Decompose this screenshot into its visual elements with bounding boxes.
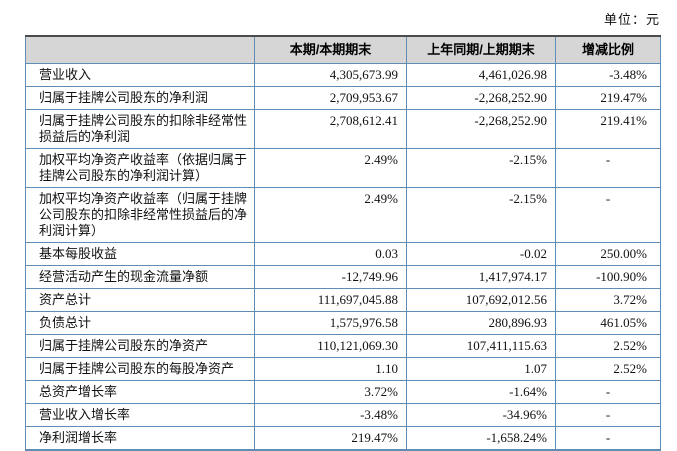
- prior-period-cell: 1.07: [406, 357, 556, 381]
- column-header-prior-period: 上年同期/上期期末: [406, 35, 556, 64]
- change-ratio-cell: 461.05%: [555, 311, 661, 335]
- table-row: 营业收入 4,305,673.99 4,461,026.98 -3.48%: [25, 63, 661, 87]
- prior-period-cell: -1.64%: [406, 380, 556, 404]
- prior-period-cell: 1,417,974.17: [406, 265, 556, 289]
- column-header-metric: [25, 35, 255, 64]
- column-header-change-ratio: 增减比例: [555, 35, 661, 64]
- prior-period-cell: 280,896.93: [406, 311, 556, 335]
- table-row: 归属于挂牌公司股东的每股净资产 1.10 1.07 2.52%: [25, 357, 661, 381]
- table-row: 归属于挂牌公司股东的净资产 110,121,069.30 107,411,115.6…: [25, 334, 661, 358]
- prior-period-cell: -1,658.24%: [406, 426, 556, 451]
- current-period-cell: 2.49%: [254, 148, 407, 188]
- table-row: 归属于挂牌公司股东的净利润 2,709,953.67 -2,268,252.90 21…: [25, 86, 661, 110]
- current-period-cell: -3.48%: [254, 403, 407, 427]
- change-ratio-cell: -3.48%: [555, 63, 661, 87]
- row-label-cell: 加权平均净资产收益率（依据归属于挂牌公司股东的净利润计算）: [25, 148, 255, 188]
- table-row: 总资产增长率 3.72% -1.64% -: [25, 380, 661, 404]
- table-row: 经营活动产生的现金流量净额 -12,749.96 1,417,974.17 -100.…: [25, 265, 661, 289]
- table-row: 净利润增长率 219.47% -1,658.24% -: [25, 426, 661, 451]
- row-label-cell: 资产总计: [25, 288, 255, 312]
- table-row: 归属于挂牌公司股东的扣除非经常性损益后的净利润 2,708,612.41 -2,26…: [25, 109, 661, 149]
- prior-period-cell: -0.02: [406, 242, 556, 266]
- change-ratio-cell: 250.00%: [555, 242, 661, 266]
- current-period-cell: 1.10: [254, 357, 407, 381]
- current-period-cell: 110,121,069.30: [254, 334, 407, 358]
- current-period-cell: 2.49%: [254, 187, 407, 243]
- change-ratio-cell: -: [555, 403, 661, 427]
- column-header-current-period: 本期/本期期末: [254, 35, 407, 64]
- table-row: 加权平均净资产收益率（归属于挂牌公司股东的扣除非经常性损益后的净利润计算） 2.4…: [25, 187, 661, 243]
- change-ratio-cell: -: [555, 380, 661, 404]
- current-period-cell: 1,575,976.58: [254, 311, 407, 335]
- current-period-cell: 219.47%: [254, 426, 407, 451]
- row-label-cell: 负债总计: [25, 311, 255, 335]
- change-ratio-cell: 3.72%: [555, 288, 661, 312]
- table-row: 负债总计 1,575,976.58 280,896.93 461.05%: [25, 311, 661, 335]
- change-ratio-cell: -: [555, 187, 661, 243]
- current-period-cell: 111,697,045.88: [254, 288, 407, 312]
- prior-period-cell: -2.15%: [406, 187, 556, 243]
- current-period-cell: 0.03: [254, 242, 407, 266]
- current-period-cell: 2,708,612.41: [254, 109, 407, 149]
- current-period-cell: 3.72%: [254, 380, 407, 404]
- row-label-cell: 归属于挂牌公司股东的净资产: [25, 334, 255, 358]
- prior-period-cell: 107,411,115.63: [406, 334, 556, 358]
- row-label-cell: 营业收入增长率: [25, 403, 255, 427]
- change-ratio-cell: 2.52%: [555, 334, 661, 358]
- prior-period-cell: 4,461,026.98: [406, 63, 556, 87]
- table-row: 基本每股收益 0.03 -0.02 250.00%: [25, 242, 661, 266]
- change-ratio-cell: 219.41%: [555, 109, 661, 149]
- prior-period-cell: -2,268,252.90: [406, 109, 556, 149]
- row-label-cell: 营业收入: [25, 63, 255, 87]
- prior-period-cell: 107,692,012.56: [406, 288, 556, 312]
- change-ratio-cell: -: [555, 426, 661, 451]
- financial-summary-table: 本期/本期期末 上年同期/上期期末 增减比例 营业收入 4,305,673.99 4…: [25, 35, 661, 451]
- current-period-cell: 4,305,673.99: [254, 63, 407, 87]
- prior-period-cell: -2,268,252.90: [406, 86, 556, 110]
- table-row: 营业收入增长率 -3.48% -34.96% -: [25, 403, 661, 427]
- prior-period-cell: -2.15%: [406, 148, 556, 188]
- row-label-cell: 总资产增长率: [25, 380, 255, 404]
- header-row: 本期/本期期末 上年同期/上期期末 增减比例: [25, 35, 661, 64]
- row-label-cell: 归属于挂牌公司股东的每股净资产: [25, 357, 255, 381]
- current-period-cell: 2,709,953.67: [254, 86, 407, 110]
- table-row: 加权平均净资产收益率（依据归属于挂牌公司股东的净利润计算） 2.49% -2.15%…: [25, 148, 661, 188]
- row-label-cell: 净利润增长率: [25, 426, 255, 451]
- current-period-cell: -12,749.96: [254, 265, 407, 289]
- row-label-cell: 归属于挂牌公司股东的净利润: [25, 86, 255, 110]
- table-row: 资产总计 111,697,045.88 107,692,012.56 3.72%: [25, 288, 661, 312]
- row-label-cell: 经营活动产生的现金流量净额: [25, 265, 255, 289]
- row-label-cell: 基本每股收益: [25, 242, 255, 266]
- change-ratio-cell: 2.52%: [555, 357, 661, 381]
- prior-period-cell: -34.96%: [406, 403, 556, 427]
- change-ratio-cell: 219.47%: [555, 86, 661, 110]
- change-ratio-cell: -: [555, 148, 661, 188]
- unit-label: 单位：元: [603, 12, 660, 27]
- row-label-cell: 归属于挂牌公司股东的扣除非经常性损益后的净利润: [25, 109, 255, 149]
- change-ratio-cell: -100.90%: [555, 265, 661, 289]
- row-label-cell: 加权平均净资产收益率（归属于挂牌公司股东的扣除非经常性损益后的净利润计算）: [25, 187, 255, 243]
